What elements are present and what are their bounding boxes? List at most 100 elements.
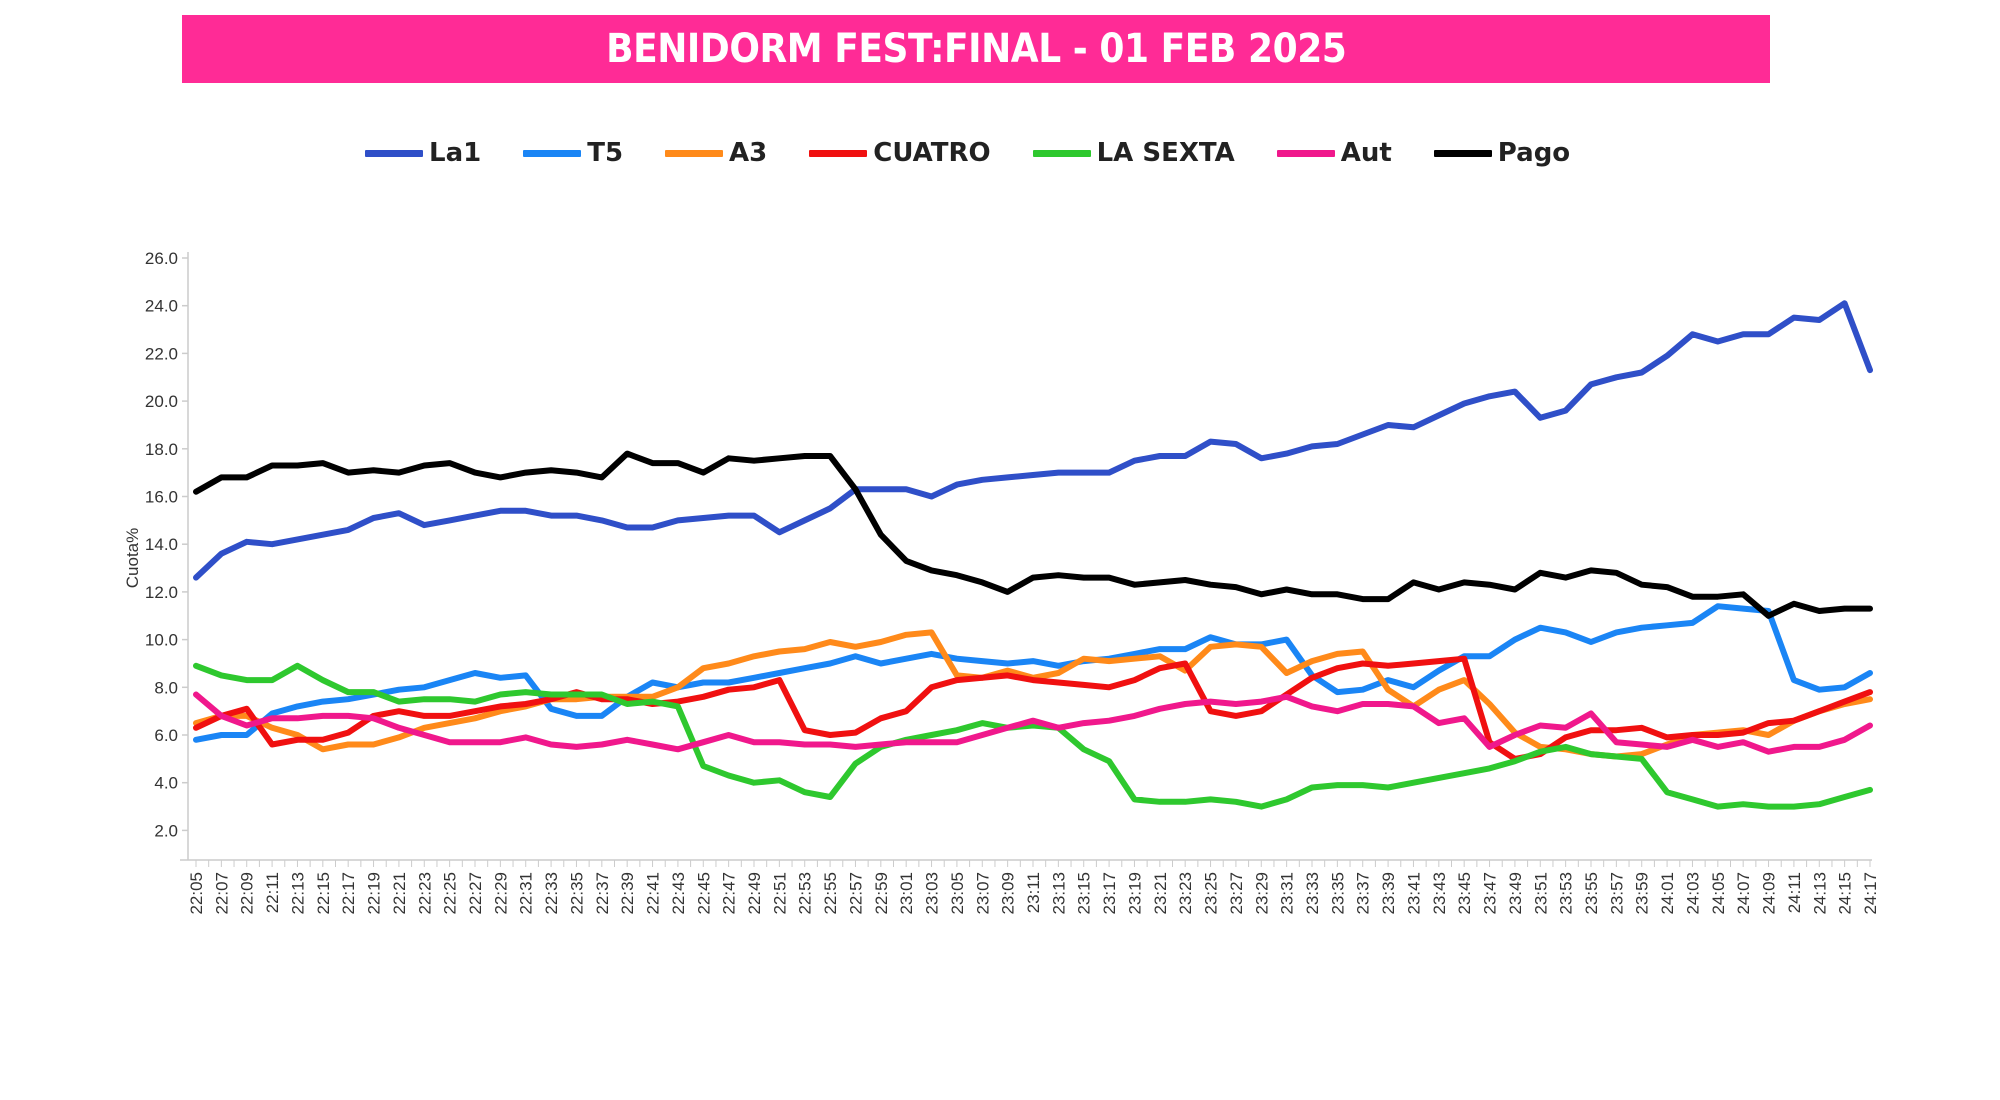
x-tick-label: 23:11	[1024, 872, 1043, 913]
x-tick-label: 22:07	[212, 872, 231, 915]
x-tick-label: 22:21	[390, 872, 409, 915]
legend-item-aut[interactable]: Aut	[1276, 138, 1392, 168]
x-tick-label: 23:33	[1303, 872, 1322, 915]
x-tick-label: 23:07	[973, 872, 992, 915]
x-tick-label: 22:31	[517, 872, 536, 915]
series-line-cuatro[interactable]	[193, 655, 1873, 762]
x-tick-label: 23:53	[1557, 872, 1576, 915]
x-tick-label: 22:41	[644, 872, 663, 915]
x-tick-label: 23:31	[1278, 872, 1297, 915]
x-tick-label: 23:43	[1430, 872, 1449, 915]
x-tick-label: 22:25	[441, 872, 460, 915]
x-tick-label: 23:59	[1633, 872, 1652, 915]
legend: La1 T5 A3 CUATRO LA SEXTA Aut Pago	[365, 133, 1612, 173]
legend-label: La1	[429, 138, 482, 168]
x-tick-label: 23:23	[1176, 872, 1195, 915]
y-tick-label: 18.0	[145, 440, 178, 459]
x-tick-label: 22:15	[314, 872, 333, 915]
y-tick-label: 8.0	[154, 678, 178, 697]
legend-label: Aut	[1340, 138, 1392, 168]
x-tick-label: 24:03	[1683, 872, 1702, 915]
x-tick-label: 23:21	[1151, 872, 1170, 915]
x-tick-label: 22:19	[365, 872, 384, 915]
x-tick-label: 23:05	[948, 872, 967, 915]
series-line-la1[interactable]	[193, 300, 1873, 581]
series-line-aut[interactable]	[193, 691, 1873, 755]
x-tick-label: 23:57	[1607, 872, 1626, 915]
legend-item-cuatro[interactable]: CUATRO	[809, 138, 991, 168]
x-tick-label: 24:17	[1861, 872, 1880, 915]
x-tick-label: 24:07	[1734, 872, 1753, 915]
x-tick-label: 24:09	[1760, 872, 1779, 915]
legend-swatch-icon	[1032, 149, 1091, 157]
legend-label: Pago	[1497, 138, 1571, 168]
y-tick-label: 12.0	[145, 583, 178, 602]
legend-label: LA SEXTA	[1096, 138, 1235, 168]
legend-swatch-icon	[809, 149, 868, 157]
y-axis-title: Cuota%	[123, 528, 142, 588]
y-tick-label: 20.0	[145, 392, 178, 411]
legend-item-la1[interactable]: La1	[365, 138, 481, 168]
x-tick-label: 22:23	[415, 872, 434, 915]
x-tick-label: 22:39	[618, 872, 637, 915]
legend-item-t5[interactable]: T5	[523, 138, 623, 168]
x-tick-label: 22:27	[466, 872, 485, 915]
x-tick-label: 22:13	[288, 872, 307, 915]
chart-title: BENIDORM FEST:FINAL - 01 FEB 2025	[605, 26, 1347, 72]
x-tick-label: 22:11	[263, 872, 282, 913]
y-tick-label: 24.0	[145, 297, 178, 316]
series-line-t5[interactable]	[193, 603, 1873, 743]
x-tick-label: 24:01	[1658, 872, 1677, 915]
series-line-pago[interactable]	[193, 450, 1873, 619]
x-tick-label: 24:11	[1785, 872, 1804, 913]
y-tick-label: 26.0	[145, 249, 178, 268]
y-tick-label: 14.0	[145, 535, 178, 554]
x-tick-label: 23:47	[1481, 872, 1500, 915]
legend-swatch-icon	[1433, 149, 1492, 157]
legend-item-a3[interactable]: A3	[665, 138, 767, 168]
legend-item-pago[interactable]: Pago	[1433, 138, 1571, 168]
x-tick-label: 22:55	[821, 872, 840, 915]
x-tick-label: 23:17	[1100, 872, 1119, 915]
x-tick-label: 22:51	[770, 872, 789, 915]
x-tick-label: 23:03	[923, 872, 942, 915]
legend-swatch-icon	[1276, 149, 1335, 157]
x-tick-label: 23:25	[1202, 872, 1221, 915]
y-tick-label: 22.0	[145, 344, 178, 363]
x-tick-label: 22:59	[872, 872, 891, 915]
x-tick-label: 23:19	[1125, 872, 1144, 915]
x-tick-label: 22:57	[846, 872, 865, 915]
legend-item-la-sexta[interactable]: LA SEXTA	[1032, 138, 1235, 168]
x-tick-label: 22:17	[339, 872, 358, 915]
x-tick-label: 24:05	[1709, 872, 1728, 915]
x-tick-label: 23:45	[1455, 872, 1474, 915]
x-tick-label: 24:15	[1836, 872, 1855, 915]
x-tick-label: 23:27	[1227, 872, 1246, 915]
legend-label: A3	[729, 138, 768, 168]
x-tick-label: 23:29	[1252, 872, 1271, 915]
x-tick-label: 23:39	[1379, 872, 1398, 915]
legend-swatch-icon	[523, 149, 582, 157]
x-tick-label: 22:37	[593, 872, 612, 915]
y-tick-label: 4.0	[154, 774, 178, 793]
x-tick-label: 22:29	[491, 872, 510, 915]
x-tick-label: 22:05	[187, 872, 206, 915]
y-tick-label: 6.0	[154, 726, 178, 745]
x-tick-label: 23:49	[1506, 872, 1525, 915]
series-line-a3[interactable]	[193, 629, 1873, 760]
x-tick-label: 22:45	[694, 872, 713, 915]
series-line-la-sexta[interactable]	[193, 662, 1873, 810]
legend-swatch-icon	[365, 149, 423, 157]
series-lines	[193, 300, 1873, 810]
x-tick-label: 24:13	[1810, 872, 1829, 915]
x-tick-label: 22:33	[542, 872, 561, 915]
x-axis: 22:05 22:07 22:09 22:11 22:13 22:15 22:17 22:19…	[180, 859, 1880, 915]
y-tick-label: 2.0	[154, 821, 178, 840]
x-tick-label: 23:55	[1582, 872, 1601, 915]
legend-swatch-icon	[665, 149, 724, 157]
x-tick-label: 22:47	[720, 872, 739, 915]
y-axis: 2.0 4.0 6.0 8.0 10.0 12.0 14.0 16.0 18.0 20.0 22.0…	[145, 249, 189, 860]
x-tick-label: 22:43	[669, 872, 688, 915]
x-tick-label: 22:53	[796, 872, 815, 915]
